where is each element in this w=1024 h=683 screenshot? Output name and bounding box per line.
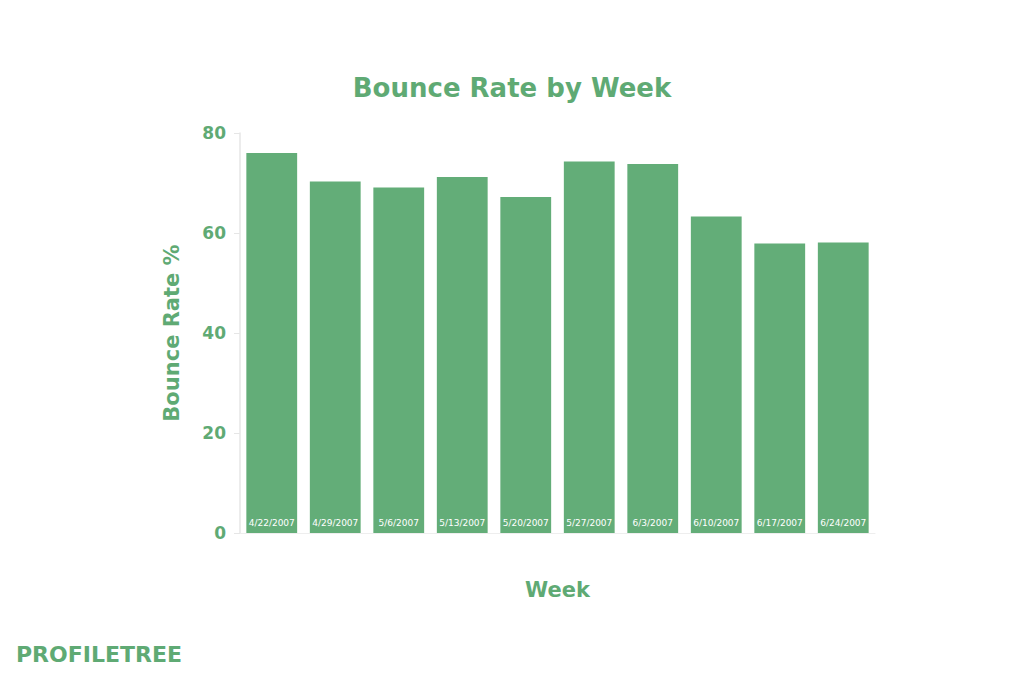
svg-text:20: 20 (202, 423, 226, 443)
svg-text:6/17/2007: 6/17/2007 (757, 518, 803, 528)
svg-text:5/20/2007: 5/20/2007 (503, 518, 549, 528)
svg-text:4/22/2007: 4/22/2007 (249, 518, 295, 528)
svg-text:5/27/2007: 5/27/2007 (566, 518, 612, 528)
svg-text:0: 0 (214, 523, 226, 543)
svg-text:40: 40 (202, 323, 226, 343)
svg-text:6/3/2007: 6/3/2007 (633, 518, 673, 528)
svg-text:Bounce Rate %: Bounce Rate % (160, 244, 184, 421)
svg-text:5/6/2007: 5/6/2007 (379, 518, 419, 528)
svg-text:6/24/2007: 6/24/2007 (820, 518, 866, 528)
svg-text:80: 80 (202, 123, 226, 143)
svg-text:5/13/2007: 5/13/2007 (439, 518, 485, 528)
svg-text:PROFILETREE: PROFILETREE (16, 642, 182, 667)
svg-text:6/10/2007: 6/10/2007 (693, 518, 739, 528)
svg-text:Week: Week (525, 578, 591, 602)
svg-text:Bounce Rate by Week: Bounce Rate by Week (353, 73, 672, 103)
svg-text:4/29/2007: 4/29/2007 (312, 518, 358, 528)
svg-text:60: 60 (202, 223, 226, 243)
